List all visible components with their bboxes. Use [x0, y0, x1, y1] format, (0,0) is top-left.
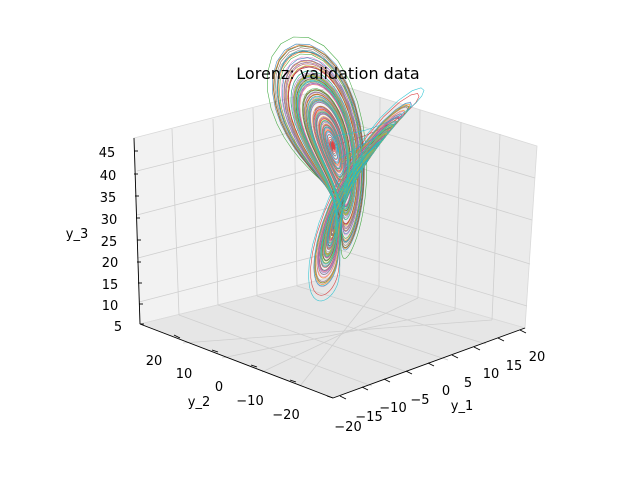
y-axis-line [139, 323, 334, 399]
z-tick-label: 40 [100, 169, 117, 184]
z-tick-label: 30 [101, 213, 118, 228]
chart-title: Lorenz: validation data [236, 64, 419, 83]
axes-panes [133, 84, 538, 399]
x-axis-label: y_1 [451, 399, 473, 414]
x-tick-labels: −20 −15 −10 −5 0 5 10 15 20 [334, 350, 545, 435]
z-tick-label: 15 [102, 278, 119, 293]
x-tick-label: 0 [442, 384, 450, 399]
z-tick-label: 25 [101, 235, 118, 250]
x-tick-label: −5 [410, 393, 429, 408]
tick-marks [134, 150, 527, 400]
y-tick-label: 0 [215, 380, 223, 395]
x-tick-label: 10 [483, 367, 500, 382]
x-tick-label: −20 [334, 420, 361, 435]
trajectory-layer [267, 36, 425, 302]
y-tick-labels: 20 10 0 −10 −20 [146, 354, 300, 423]
y-axis-label: y_2 [188, 395, 210, 410]
z-tick-labels: 5 10 15 20 25 30 35 40 45 [99, 146, 122, 335]
z-tick-label: 45 [99, 146, 116, 161]
z-axis-label: y_3 [66, 227, 88, 242]
trajectory-series [276, 50, 425, 302]
z-axis-line [133, 137, 141, 325]
y-tick-label: −10 [236, 394, 263, 409]
x-tick-label: 5 [464, 376, 472, 391]
x-tick-label: 15 [506, 359, 523, 374]
x-tick-label: −10 [379, 401, 406, 416]
z-tick-label: 10 [102, 299, 119, 314]
z-tick-label: 35 [100, 191, 117, 206]
x-tick-label: 20 [529, 350, 546, 365]
gridlines [136, 96, 536, 387]
y-tick-label: 10 [176, 367, 193, 382]
y-tick-label: 20 [146, 354, 163, 369]
z-tick-label: 20 [102, 256, 119, 271]
z-tick-label: 5 [114, 320, 122, 335]
y-tick-label: −20 [272, 408, 299, 423]
x-tick-label: −15 [355, 410, 382, 425]
